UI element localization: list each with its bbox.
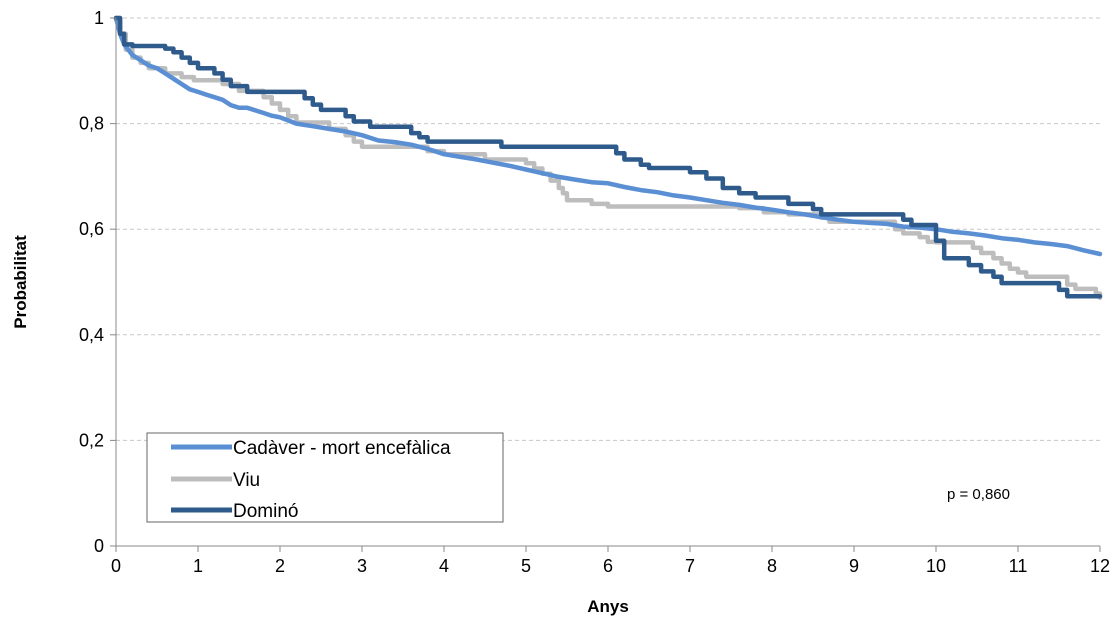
x-tick-label: 4 [439, 556, 449, 576]
series-line-2 [113, 15, 1103, 299]
series-lines [113, 15, 1103, 301]
x-tick-label: 1 [193, 556, 203, 576]
x-tick-label: 6 [603, 556, 613, 576]
gridlines [116, 17, 1100, 441]
x-ticks: 0 1 2 3 4 5 6 7 8 9 10 11 12 [111, 546, 1110, 576]
series-line-0 [113, 15, 1103, 257]
y-tick-label: 0,8 [79, 114, 104, 134]
x-tick-label: 5 [521, 556, 531, 576]
x-tick-label: 2 [275, 556, 285, 576]
x-axis-title: Anys [587, 597, 629, 616]
legend-label-viu: Viu [233, 470, 260, 491]
x-tick-label: 12 [1090, 556, 1110, 576]
x-tick-label: 7 [685, 556, 695, 576]
y-tick-label: 0,2 [79, 430, 104, 450]
legend-label-domino: Dominó [233, 501, 298, 522]
p-value-annotation: p = 0,860 [947, 486, 1010, 503]
y-axis-title: Probabilitat [11, 235, 30, 329]
x-tick-label: 11 [1009, 556, 1028, 576]
x-tick-label: 0 [111, 556, 121, 576]
legend: Cadàver - mort encefàlica Viu Dominó [146, 432, 504, 523]
x-tick-label: 10 [926, 556, 946, 576]
legend-label-cadaver: Cadàver - mort encefàlica [233, 438, 451, 459]
series-line-1 [113, 15, 1103, 301]
y-tick-label: 0,6 [79, 219, 104, 239]
y-tick-label: 0 [94, 536, 104, 556]
y-tick-label: 0,4 [79, 325, 104, 345]
x-tick-label: 8 [767, 556, 777, 576]
y-tick-label: 1 [94, 8, 104, 28]
x-tick-label: 9 [849, 556, 859, 576]
y-ticks: 0 0,2 0,4 0,6 0,8 1 [79, 8, 116, 556]
x-tick-label: 3 [357, 556, 367, 576]
